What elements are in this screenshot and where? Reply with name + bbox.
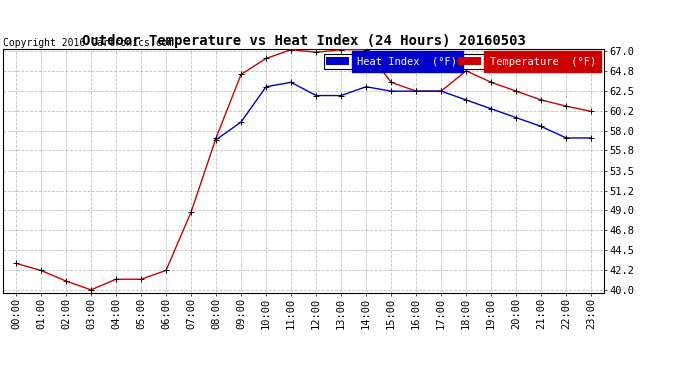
Text: Copyright 2016 Cartronics.com: Copyright 2016 Cartronics.com [3,38,174,48]
Title: Outdoor Temperature vs Heat Index (24 Hours) 20160503: Outdoor Temperature vs Heat Index (24 Ho… [81,34,526,48]
Legend: Heat Index  (°F), Temperature  (°F): Heat Index (°F), Temperature (°F) [324,54,598,69]
